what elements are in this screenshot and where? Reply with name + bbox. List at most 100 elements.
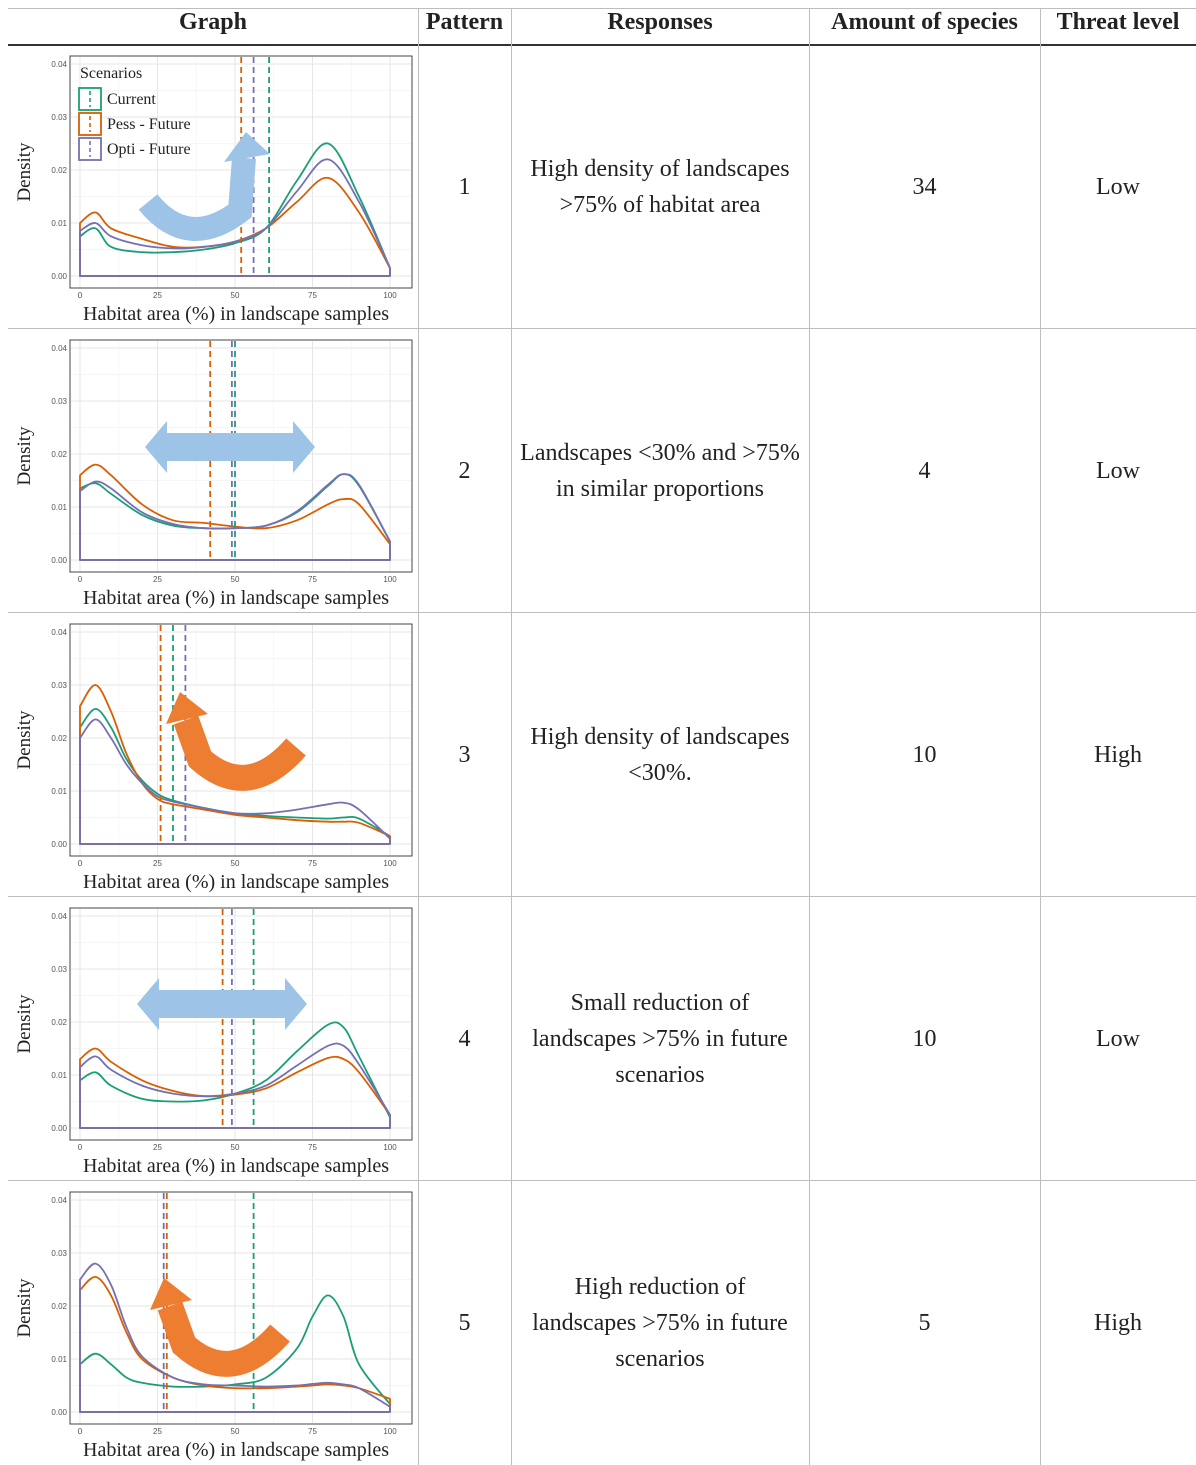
density-curve-opti [79, 718, 391, 845]
header-graph: Graph [178, 8, 247, 35]
legend-label-opti: Opti - Future [107, 141, 191, 158]
column-divider [418, 8, 419, 1465]
double-arrow-icon [137, 978, 307, 1030]
pattern-cell: 4 [458, 1026, 471, 1052]
density-chart-4: 0 25 50 75 100 0.00 0.01 0.02 0.03 0.04 Density Hab… [8, 898, 418, 1180]
density-chart-3: 0 25 50 75 100 0.00 0.01 0.02 0.03 0.04 Density Hab… [8, 614, 418, 896]
pattern-cell: 1 [458, 174, 471, 200]
pattern-cell: 5 [458, 1310, 471, 1336]
y-tick-label: 0.03 [51, 965, 67, 974]
density-curve-current [79, 1294, 391, 1413]
x-tick-label: 50 [231, 1427, 240, 1436]
row-divider [8, 328, 1196, 329]
x-axis-title: Habitat area (%) in landscape samples [83, 871, 389, 893]
y-tick-label: 0.00 [51, 840, 67, 849]
responses-cell: High density of landscapes <30%. [530, 724, 790, 786]
y-tick-label: 0.01 [51, 219, 67, 228]
y-tick-label: 0.01 [51, 787, 67, 796]
x-axis-title: Habitat area (%) in landscape samples [83, 303, 389, 325]
x-tick-label: 50 [231, 575, 240, 584]
curved-arrow-icon [157, 1301, 290, 1377]
responses-cell: High reduction of landscapes >75% in fut… [532, 1274, 788, 1372]
threat-cell: Low [1096, 1026, 1140, 1052]
y-tick-label: 0.01 [51, 1071, 67, 1080]
threat-cell: High [1094, 742, 1142, 768]
x-tick-label: 0 [78, 1143, 83, 1152]
y-tick-label: 0.03 [51, 113, 67, 122]
threat-cell: High [1094, 1310, 1142, 1336]
responses-cell: Landscapes <30% and >75% in similar prop… [520, 440, 800, 502]
y-tick-label: 0.04 [51, 912, 67, 921]
density-curve-opti [79, 473, 391, 561]
x-tick-label: 100 [383, 1143, 397, 1152]
density-curve-opti [79, 1262, 391, 1413]
y-tick-label: 0.03 [51, 681, 67, 690]
amount-cell: 10 [912, 742, 937, 768]
x-tick-label: 100 [383, 1427, 397, 1436]
x-tick-label: 75 [308, 575, 317, 584]
y-tick-label: 0.00 [51, 1408, 67, 1417]
threat-cell: Low [1096, 458, 1140, 484]
header-responses: Responses [607, 8, 713, 35]
row-divider [8, 1180, 1196, 1181]
y-tick-label: 0.03 [51, 397, 67, 406]
y-tick-label: 0.02 [51, 734, 67, 743]
density-curve-opti [79, 1042, 391, 1129]
threat-cell: Low [1096, 174, 1140, 200]
header-pattern: Pattern [425, 8, 504, 35]
amount-cell: 10 [912, 1026, 937, 1052]
x-tick-label: 0 [78, 575, 83, 584]
curved-arrow-head [166, 692, 208, 724]
pattern-cell: 2 [458, 458, 471, 484]
x-tick-label: 100 [383, 575, 397, 584]
responses-cell: High density of landscapes >75% of habit… [530, 156, 790, 218]
y-tick-label: 0.02 [51, 1018, 67, 1027]
density-curve-pess [79, 463, 391, 561]
density-chart-2: 0 25 50 75 100 0.00 0.01 0.02 0.03 0.04 Density Hab… [8, 330, 418, 612]
y-axis-title: Density [14, 1278, 35, 1338]
density-curve-pess [79, 684, 391, 845]
amount-cell: 34 [912, 174, 937, 200]
y-axis-title: Density [14, 426, 35, 486]
x-tick-label: 0 [78, 291, 83, 300]
density-chart-5: 0 25 50 75 100 0.00 0.01 0.02 0.03 0.04 Density Hab… [8, 1182, 418, 1464]
x-axis-title: Habitat area (%) in landscape samples [83, 1439, 389, 1461]
density-plot-svg: 0 25 50 75 100 0.00 0.01 0.02 0.03 0.04 Density Hab… [14, 1191, 413, 1461]
curved-arrow-head [150, 1278, 192, 1310]
x-tick-label: 100 [383, 291, 397, 300]
x-tick-label: 25 [153, 1143, 162, 1152]
x-tick-label: 25 [153, 1427, 162, 1436]
row-divider [8, 896, 1196, 897]
y-tick-label: 0.02 [51, 1302, 67, 1311]
y-tick-label: 0.02 [51, 450, 67, 459]
legend-label-current: Current [107, 91, 156, 108]
y-tick-label: 0.03 [51, 1249, 67, 1258]
density-plot-svg: 0 25 50 75 100 0.00 0.01 0.02 0.03 0.04 Density Hab… [14, 907, 413, 1177]
y-tick-label: 0.01 [51, 503, 67, 512]
y-tick-label: 0.04 [51, 628, 67, 637]
y-tick-label: 0.04 [51, 1196, 67, 1205]
x-axis-title: Habitat area (%) in landscape samples [83, 587, 389, 609]
y-tick-label: 0.02 [51, 166, 67, 175]
x-tick-label: 100 [383, 859, 397, 868]
curved-arrow-icon [138, 157, 256, 241]
x-tick-label: 75 [308, 859, 317, 868]
curved-arrow-icon [173, 715, 306, 791]
x-tick-label: 75 [308, 291, 317, 300]
density-curve-current [79, 142, 391, 277]
y-axis-title: Density [14, 710, 35, 770]
amount-cell: 4 [918, 458, 931, 484]
x-tick-label: 50 [231, 291, 240, 300]
density-plot-svg: 0 25 50 75 100 0.00 0.01 0.02 0.03 0.04 Density Hab… [14, 339, 413, 609]
density-chart-1: 0 25 50 75 100 0.00 0.01 0.02 0.03 0.04 Density Hab… [8, 46, 418, 328]
y-tick-label: 0.04 [51, 60, 67, 69]
density-curve-pess [79, 1047, 391, 1129]
density-plot-svg: 0 25 50 75 100 0.00 0.01 0.02 0.03 0.04 Density Hab… [14, 55, 413, 325]
x-tick-label: 50 [231, 859, 240, 868]
x-tick-label: 50 [231, 1143, 240, 1152]
responses-cell: Small reduction of landscapes >75% in fu… [532, 990, 788, 1088]
y-tick-label: 0.01 [51, 1355, 67, 1364]
x-tick-label: 25 [153, 575, 162, 584]
column-divider [511, 8, 512, 1465]
legend-title: Scenarios [80, 65, 142, 82]
